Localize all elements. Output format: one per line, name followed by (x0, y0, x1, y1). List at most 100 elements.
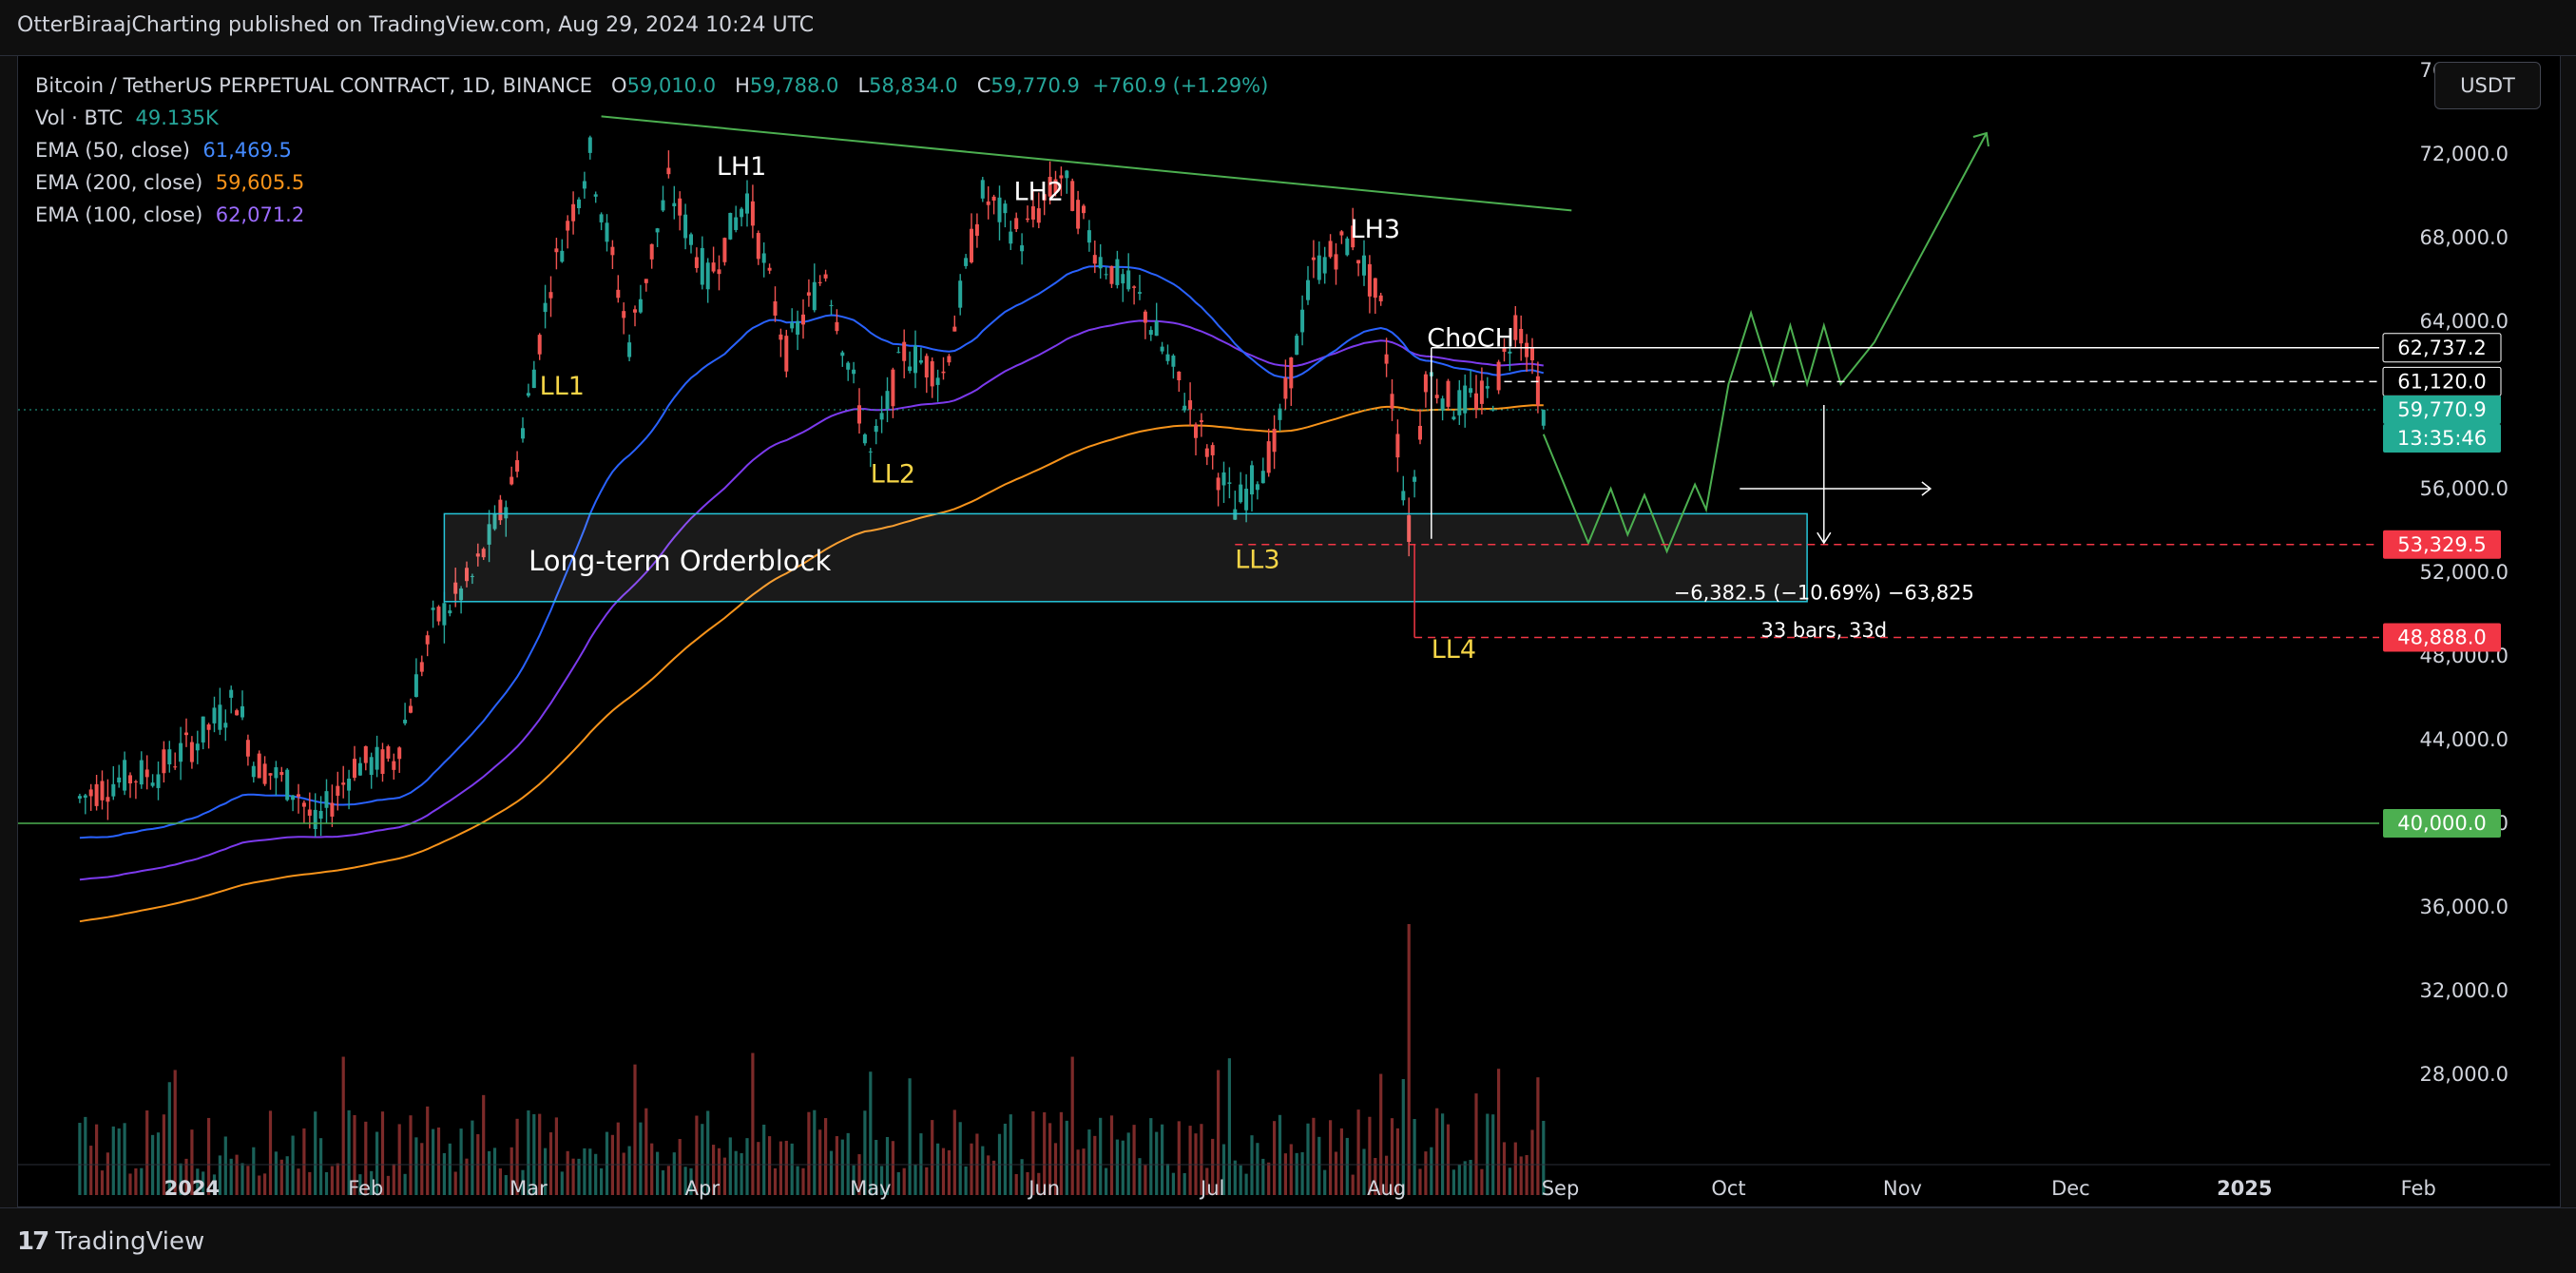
candle (1463, 374, 1468, 428)
volume-bar (308, 1171, 312, 1195)
volume-bar (807, 1111, 811, 1195)
volume-bar (459, 1128, 463, 1195)
footer-bar: 17 TradingView (0, 1207, 2576, 1273)
volume-bar (538, 1113, 542, 1195)
candle (1221, 461, 1226, 503)
candle (1328, 234, 1333, 259)
candle (386, 744, 391, 762)
volume-bar (347, 1109, 351, 1195)
tradingview-logo[interactable]: 17 TradingView (17, 1227, 204, 1256)
candle (661, 185, 665, 213)
volume-bar (246, 1166, 250, 1195)
volume-bar (1217, 1070, 1221, 1195)
candle-body (1496, 361, 1501, 391)
candle (1401, 475, 1406, 506)
candle (644, 279, 648, 292)
legend-ema50-row[interactable]: EMA (50, close) 61,469.5 (35, 139, 292, 162)
candle-body (336, 785, 340, 796)
legend-ema200-row[interactable]: EMA (200, close) 59,605.5 (35, 171, 305, 194)
candle-body (481, 549, 486, 558)
candle-body (683, 214, 688, 239)
volume-bar (515, 1118, 519, 1195)
candle-body (745, 193, 749, 214)
candle-body (817, 281, 822, 283)
candle-body (1407, 514, 1412, 542)
volume-bar (117, 1128, 121, 1195)
candle (1042, 192, 1047, 216)
volume-bar (745, 1138, 749, 1195)
candle-body (885, 391, 890, 410)
volume-bar (167, 1082, 171, 1195)
volume-bar (1513, 1142, 1517, 1195)
candle-body (1132, 286, 1137, 288)
x-tick-label: Feb (348, 1177, 383, 1200)
candle-body (235, 710, 240, 716)
price-label: 59,770.9 (2383, 395, 2501, 425)
volume-bar (779, 1141, 782, 1195)
candle-body (1014, 218, 1019, 229)
candle-body (251, 765, 256, 778)
candle (1098, 243, 1103, 280)
candle (498, 494, 503, 526)
candle (537, 333, 542, 360)
volume-bar (773, 1167, 778, 1195)
candle (1199, 413, 1203, 437)
volume-bar (717, 1148, 721, 1195)
annotation-label: 33 bars, 33d (1761, 619, 1888, 642)
chart-frame[interactable]: LH1 LH2 LH3 LL1 LL2 LL3 LL4 ChoCH Long-term Orde… (17, 55, 2561, 1207)
candle-body (970, 228, 973, 262)
candle (318, 796, 323, 837)
candle-body (526, 393, 530, 396)
candle-body (386, 746, 391, 759)
candle (1541, 409, 1546, 430)
candle-body (1457, 390, 1462, 415)
candle-body (375, 746, 379, 770)
currency-button[interactable]: USDT (2434, 62, 2541, 109)
volume-bar (274, 1151, 278, 1195)
candle-body (986, 201, 990, 205)
volume-bar (958, 1122, 962, 1195)
candle-body (487, 524, 491, 545)
symbol-name[interactable]: Bitcoin / TetherUS PERPETUAL CONTRACT, 1… (35, 74, 592, 97)
candle (436, 605, 441, 626)
candle (1334, 242, 1338, 285)
volume-bar (1323, 1169, 1327, 1195)
candle-body (633, 309, 637, 313)
y-tick-label: 72,000.0 (2419, 143, 2509, 165)
x-tick-label: Jun (1027, 1177, 1060, 1200)
candle-body (1255, 484, 1259, 491)
volume-bar (594, 1153, 598, 1195)
y-tick-label: 28,000.0 (2419, 1063, 2509, 1086)
volume-bar (95, 1124, 99, 1195)
volume-bar (285, 1156, 289, 1195)
candle (1351, 207, 1355, 251)
price-chart[interactable]: LH1 LH2 LH3 LL1 LL2 LL3 LL4 ChoCH Long-term Orde… (18, 56, 2560, 1206)
candle (587, 135, 592, 160)
volume-bars (78, 924, 1546, 1195)
volume-bar (268, 1110, 273, 1195)
candle (167, 741, 172, 773)
candle (128, 772, 132, 799)
volume-bar (801, 1167, 805, 1195)
annotation-label: LL3 (1235, 546, 1279, 575)
candle-body (419, 662, 424, 672)
candle-body (117, 777, 122, 782)
candle-body (1362, 255, 1366, 276)
candle (868, 448, 873, 468)
candle-body (1221, 472, 1226, 486)
volume-bar (1121, 1140, 1125, 1195)
candle-body (1182, 405, 1187, 411)
candle (397, 746, 402, 773)
candle (307, 792, 312, 829)
candle (997, 185, 1002, 241)
volume-bar (1306, 1123, 1310, 1195)
candle (179, 726, 183, 781)
candle-body (324, 791, 329, 808)
candle-body (1519, 328, 1524, 344)
legend-volume-row[interactable]: Vol · BTC 49.135K (35, 106, 219, 129)
volume-bar (1082, 1148, 1086, 1195)
candle (672, 185, 677, 220)
price-label: 40,000.0 (2383, 809, 2501, 838)
candle-body (964, 258, 969, 266)
legend-ema100-row[interactable]: EMA (100, close) 62,071.2 (35, 203, 305, 226)
